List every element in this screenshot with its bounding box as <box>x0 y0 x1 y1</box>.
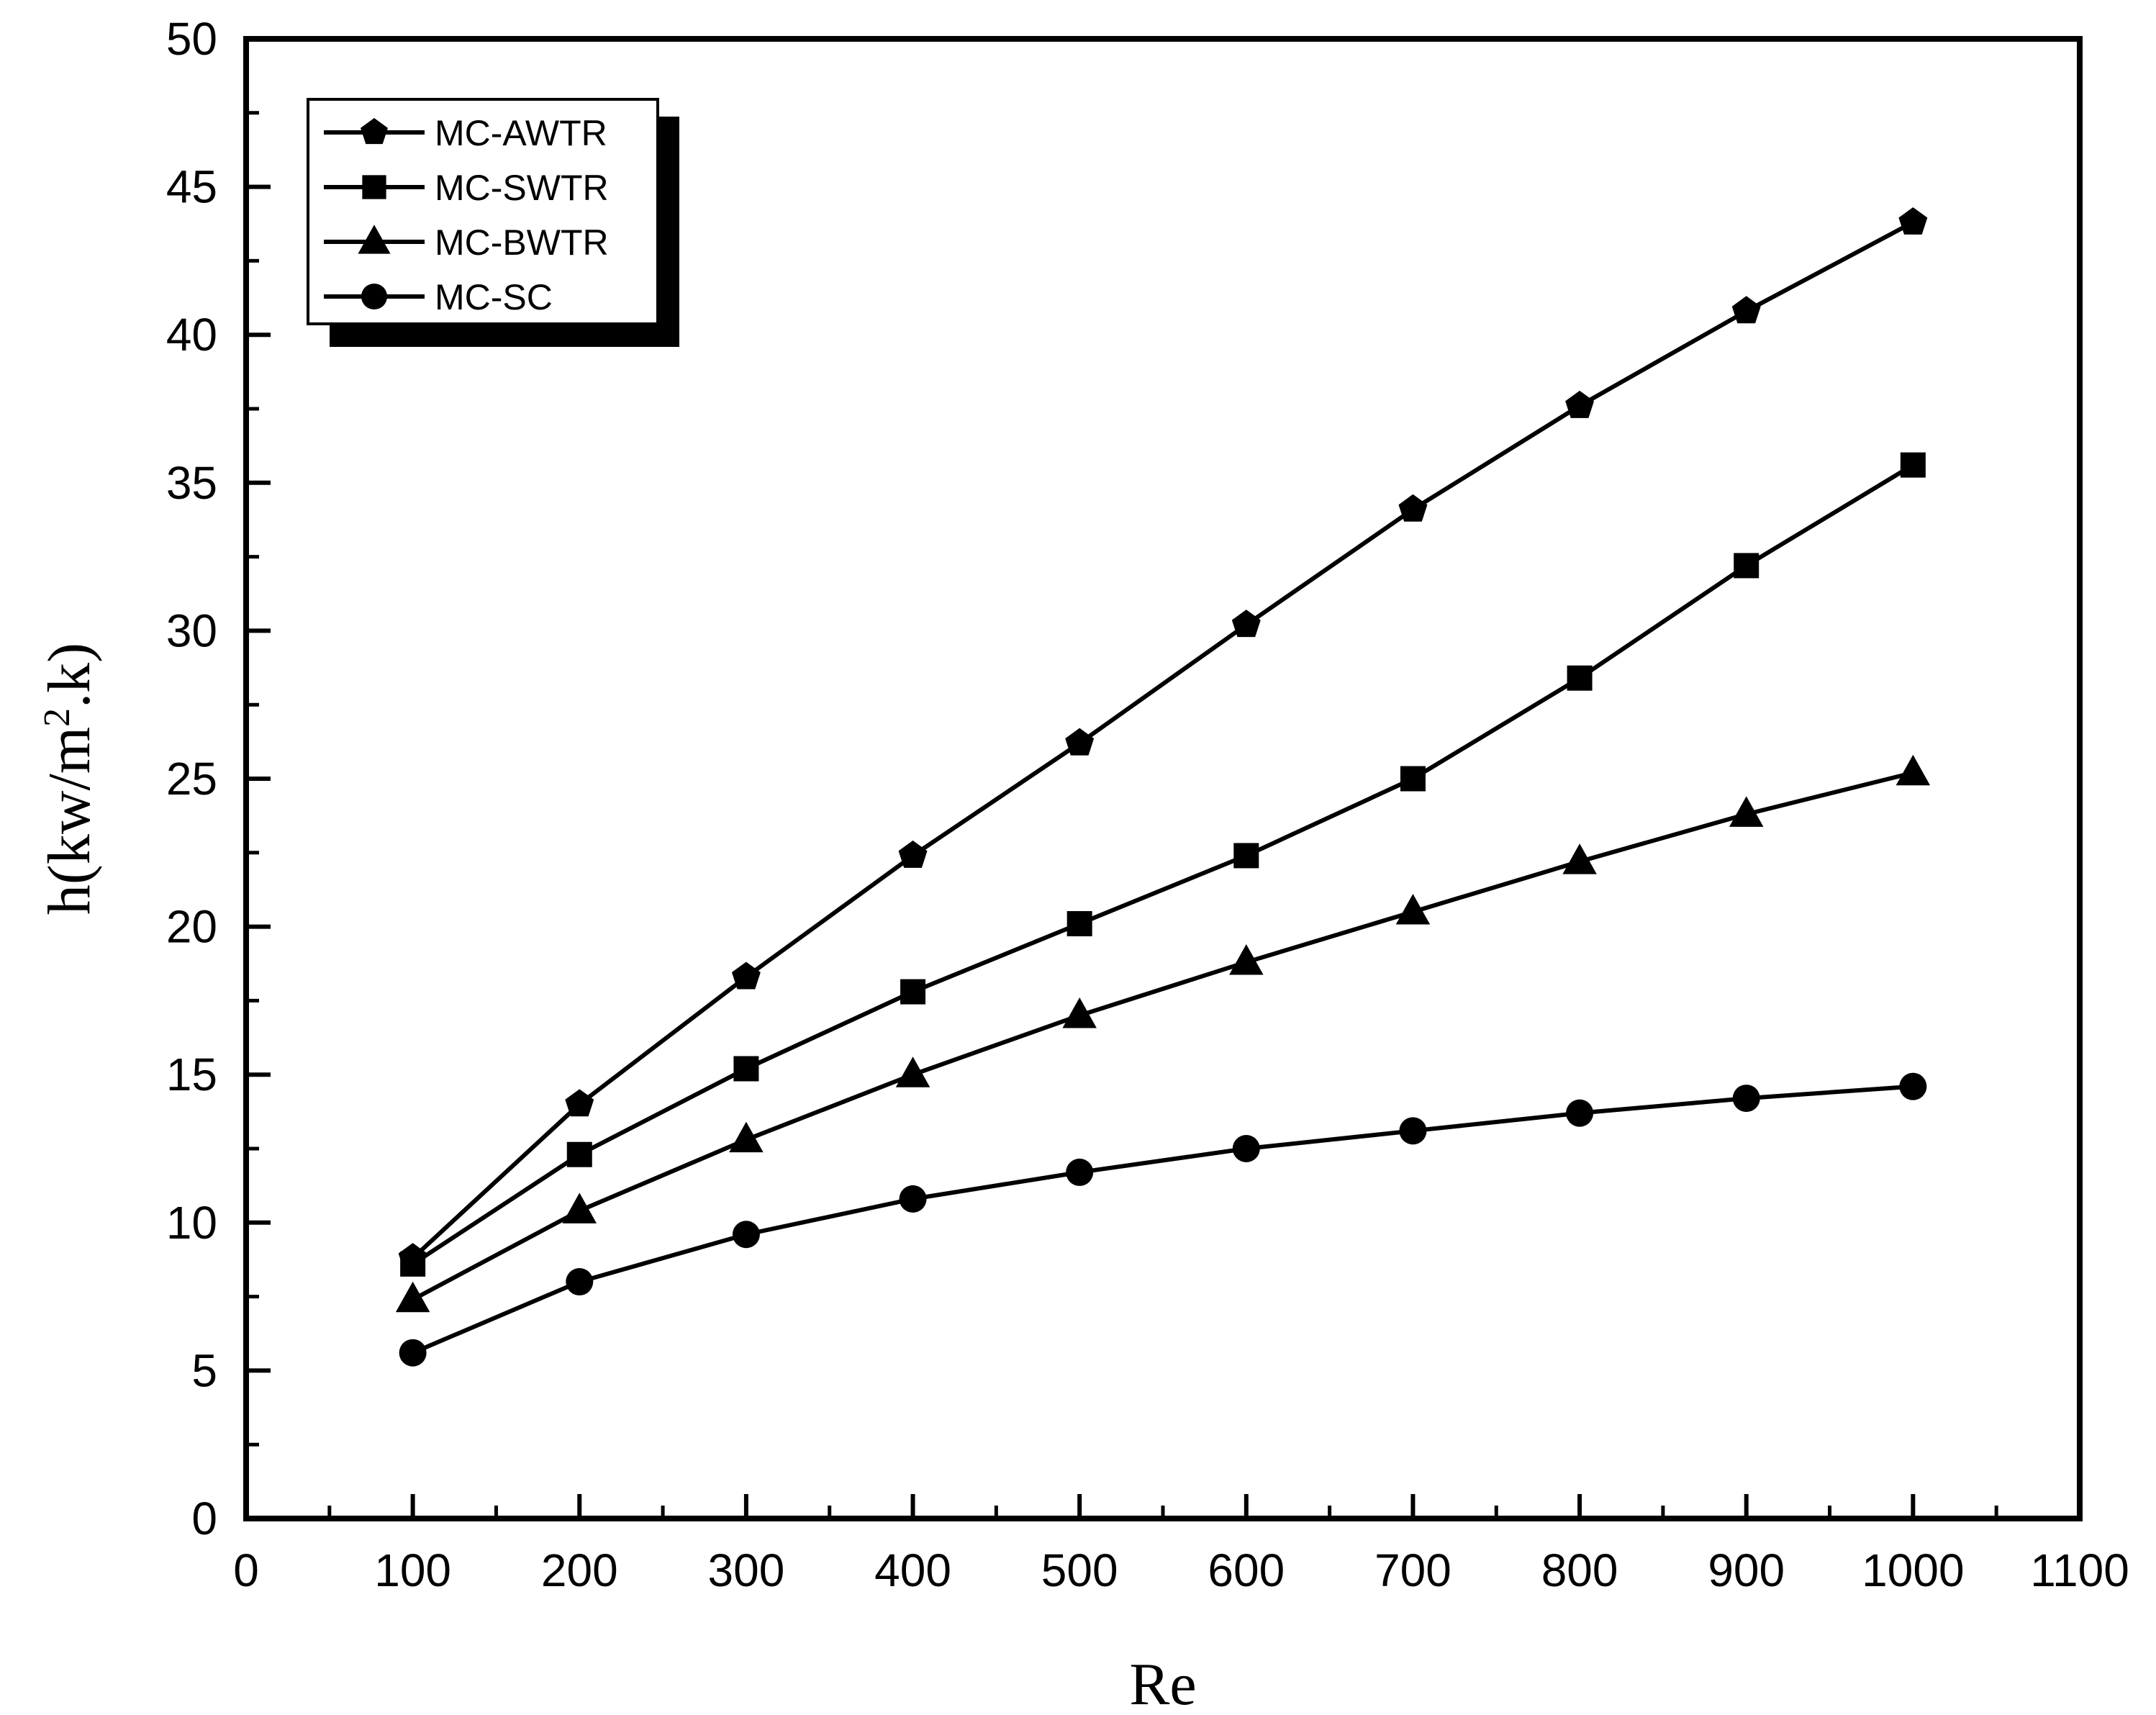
data-point <box>1395 894 1431 925</box>
x-tick-label: 500 <box>1041 1544 1118 1596</box>
data-point <box>566 1268 594 1296</box>
y-tick-label: 30 <box>166 605 217 656</box>
data-point <box>399 1339 427 1367</box>
x-tick-label: 100 <box>374 1544 451 1596</box>
series-mc-awtr <box>398 207 1928 1271</box>
legend-label: MC-BWTR <box>435 222 609 263</box>
y-tick-label: 45 <box>166 161 217 213</box>
data-point <box>1899 1072 1927 1100</box>
data-point <box>1565 390 1595 418</box>
data-point <box>1062 997 1097 1028</box>
legend-label: MC-SC <box>435 277 553 317</box>
data-point <box>733 1056 759 1082</box>
legend-label: MC-SWTR <box>435 168 609 208</box>
x-tick-label: 600 <box>1208 1544 1285 1596</box>
data-point <box>395 1281 430 1313</box>
data-point <box>900 979 926 1005</box>
data-point <box>731 961 761 990</box>
x-tick-label: 900 <box>1708 1544 1785 1596</box>
data-point <box>1895 754 1931 786</box>
data-point <box>1229 944 1264 975</box>
data-point <box>898 840 928 868</box>
legend-label: MC-AWTR <box>435 113 607 153</box>
y-tick-label: 20 <box>166 901 217 953</box>
data-point <box>1562 843 1597 874</box>
data-point <box>1065 728 1095 756</box>
x-tick-labels: 0 100 200 300 400 500 600 700 800 900 1000 1100 <box>233 1544 2129 1596</box>
series-layer <box>395 207 1931 1367</box>
y-tick-label: 25 <box>166 753 217 805</box>
data-point <box>899 1185 927 1213</box>
legend: MC-AWTR MC-SWTR MC-BWTR MC-SC <box>307 98 679 347</box>
legend-marker <box>358 225 391 254</box>
series-mc-sc <box>399 1072 1927 1367</box>
y-tick-label: 50 <box>166 13 217 65</box>
data-point <box>562 1193 597 1223</box>
series-line <box>412 1084 1913 1355</box>
y-tick-label: 15 <box>166 1049 217 1100</box>
data-point <box>566 1141 592 1167</box>
data-point <box>1898 207 1928 235</box>
data-point <box>1231 610 1261 638</box>
x-tick-label: 0 <box>233 1544 259 1596</box>
legend-marker <box>362 175 386 199</box>
y-tick-labels: 0 5 10 15 20 25 30 35 40 45 50 <box>166 13 217 1544</box>
y-tick-label: 0 <box>191 1493 217 1544</box>
data-point <box>1399 1117 1427 1145</box>
y-tick-label: 40 <box>166 309 217 361</box>
x-tick-label: 700 <box>1374 1544 1451 1596</box>
data-point <box>1232 1135 1260 1162</box>
series-mc-swtr <box>400 452 1926 1277</box>
y-tick-label: 10 <box>166 1197 217 1249</box>
plot-frame <box>243 36 2083 1521</box>
x-tick-label: 1000 <box>1862 1544 1964 1596</box>
series-line <box>411 220 1914 1260</box>
series-line <box>411 463 1914 1266</box>
data-point <box>895 1056 930 1087</box>
y-tick-label: 35 <box>166 457 217 509</box>
data-point <box>1734 553 1759 579</box>
series-line <box>412 770 1914 1302</box>
x-axis-title: Re <box>1129 1651 1196 1715</box>
legend-items: MC-AWTR MC-SWTR MC-BWTR MC-SC <box>324 113 609 317</box>
data-point <box>1732 1085 1760 1113</box>
x-tick-label: 800 <box>1541 1544 1618 1596</box>
x-tick-label: 1100 <box>2030 1544 2129 1596</box>
data-point <box>565 1089 594 1117</box>
y-axis-title-sup: 2 <box>37 708 78 727</box>
data-point <box>1566 1099 1594 1127</box>
data-point <box>400 1251 426 1277</box>
legend-marker <box>361 118 388 145</box>
data-point <box>1400 766 1426 792</box>
y-axis-title-base: h(kw/m <box>36 727 103 915</box>
y-tick-label: 5 <box>191 1344 217 1396</box>
data-point <box>1233 843 1259 869</box>
x-tick-label: 400 <box>874 1544 951 1596</box>
x-tick-label: 200 <box>541 1544 618 1596</box>
data-point <box>1567 665 1593 691</box>
data-point <box>1066 910 1092 936</box>
legend-marker <box>361 283 388 310</box>
series-mc-bwtr <box>395 754 1931 1313</box>
data-point <box>729 1121 764 1153</box>
y-axis-title: h(kw/m2.k) <box>36 643 103 915</box>
data-point <box>1398 494 1428 522</box>
data-point <box>732 1221 760 1249</box>
data-point <box>1066 1158 1094 1186</box>
data-point <box>1729 796 1764 827</box>
data-point <box>1731 296 1761 324</box>
x-tick-label: 300 <box>708 1544 785 1596</box>
y-axis-title-tail: .k) <box>36 643 103 708</box>
data-point <box>1900 452 1926 478</box>
